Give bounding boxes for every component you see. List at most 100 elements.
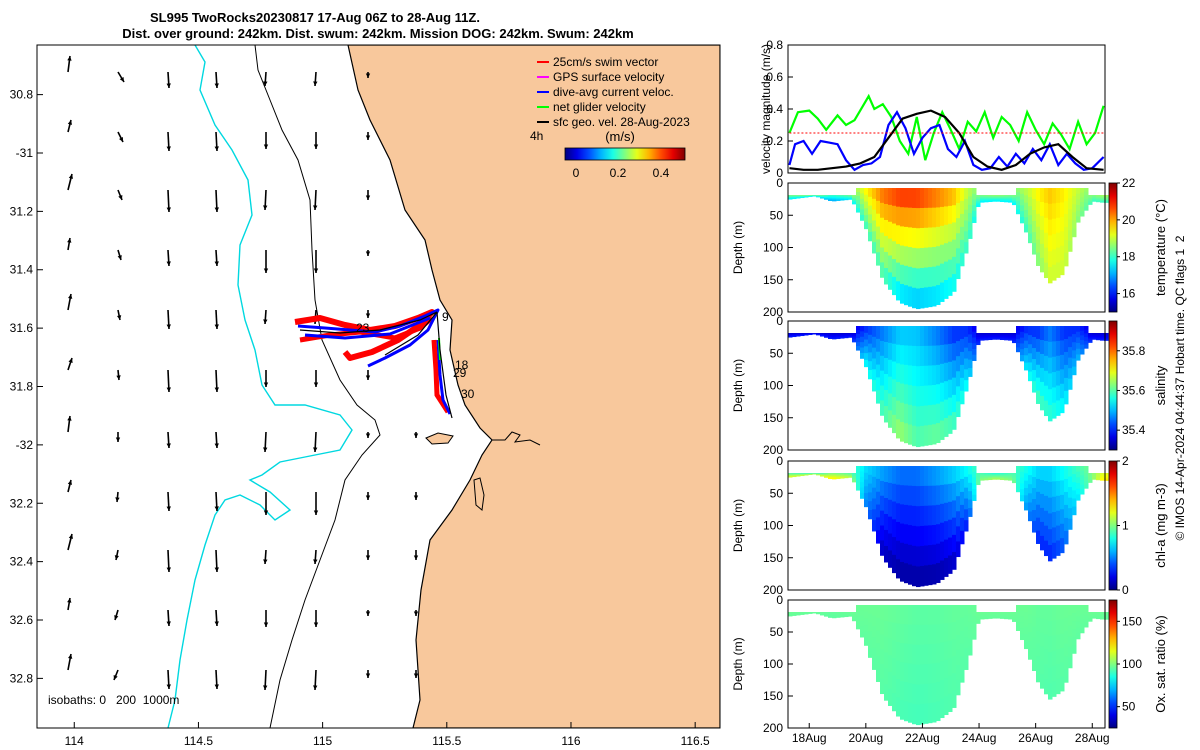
section-cell	[1092, 197, 1097, 199]
section-cell	[872, 188, 877, 200]
section-cell	[844, 473, 849, 476]
section-cell	[980, 473, 985, 475]
section-cell	[792, 195, 797, 197]
section-cell	[928, 267, 933, 288]
section-cell	[836, 614, 841, 617]
section-cell	[1064, 200, 1069, 215]
section-cell	[792, 335, 797, 338]
section-cell	[1044, 370, 1049, 387]
current-arrowhead	[114, 555, 120, 560]
section-cell	[968, 188, 973, 197]
section-cell	[1024, 466, 1029, 474]
section-cell	[788, 334, 793, 336]
section-cell	[872, 605, 877, 617]
section-cell	[968, 466, 973, 475]
section-cell	[788, 474, 793, 476]
section-cell	[796, 197, 801, 199]
section-cell	[1104, 476, 1109, 479]
section-cell	[924, 425, 929, 446]
section-ytick-label: 50	[770, 625, 784, 639]
section-cell	[952, 222, 957, 241]
section-cell	[908, 485, 913, 506]
section-cell	[1048, 267, 1053, 284]
section-cell	[1004, 334, 1009, 336]
section-cell	[928, 345, 933, 367]
velocity-ytick-label: 0	[776, 166, 783, 180]
section-cell	[900, 624, 905, 644]
section-cell	[1016, 205, 1021, 210]
section-cell	[964, 626, 969, 638]
section-cell	[960, 326, 965, 340]
track-label-4: 29	[453, 366, 467, 380]
section-ylabel: Depth (m)	[731, 359, 745, 412]
section-cell	[888, 326, 893, 344]
section-cell	[1032, 359, 1037, 371]
section-cell	[1028, 475, 1033, 485]
section-cell	[896, 623, 901, 643]
section-cell	[1092, 475, 1097, 477]
section-ylabel: Depth (m)	[731, 499, 745, 552]
section-cell	[824, 335, 829, 337]
section-cell	[1016, 617, 1021, 623]
section-cell	[968, 213, 973, 223]
section-cell	[1040, 395, 1045, 411]
section-cell	[848, 198, 853, 200]
section-cell	[1096, 333, 1101, 335]
section-cell	[900, 681, 905, 701]
section-cell	[888, 655, 893, 673]
current-arrowhead	[119, 137, 123, 142]
section-cell	[1096, 335, 1101, 337]
section-cell	[1072, 334, 1077, 343]
swim-vector-track-south	[431, 339, 451, 414]
section-cell	[960, 669, 965, 683]
section-cell	[1020, 633, 1025, 641]
section-cell	[1076, 494, 1081, 501]
current-arrowhead	[166, 567, 171, 572]
section-cell	[964, 220, 969, 232]
section-cell	[1008, 197, 1013, 200]
section-cell	[848, 196, 853, 198]
section-cell	[1036, 188, 1041, 202]
section-cell	[792, 613, 797, 615]
section-cell	[1068, 326, 1073, 338]
section-cell	[952, 639, 957, 657]
section-cell	[940, 605, 945, 625]
section-cell	[852, 612, 857, 614]
section-cell	[864, 605, 869, 613]
map-ytick-label: 31.6	[10, 321, 34, 335]
section-cell	[1044, 385, 1049, 402]
section-cell	[1036, 530, 1041, 544]
section-cell	[856, 620, 861, 626]
section-cell	[988, 336, 993, 338]
section-cell	[980, 198, 985, 201]
section-cell	[936, 345, 941, 366]
section-cell	[820, 473, 825, 475]
section-cell	[852, 197, 857, 200]
section-cell	[996, 199, 1001, 201]
section-ytick-label: 200	[763, 305, 783, 319]
section-cell	[1052, 234, 1057, 250]
section-cell	[948, 537, 953, 556]
section-cell	[1000, 476, 1005, 478]
section-cell	[932, 544, 937, 565]
section-cell	[908, 564, 913, 585]
section-cell	[796, 334, 801, 336]
section-cell	[884, 389, 889, 407]
section-cell	[912, 425, 917, 447]
section-cell	[1092, 617, 1097, 619]
section-cell	[864, 625, 869, 633]
section-cell	[944, 418, 949, 437]
map-xtick-label: 115	[313, 734, 332, 748]
current-arrowhead	[166, 83, 171, 88]
section-cell	[1020, 343, 1025, 350]
section-cell	[1084, 612, 1089, 617]
section-cell	[1032, 510, 1037, 522]
section-cell	[884, 235, 889, 253]
section-cell	[860, 605, 865, 611]
section-cell	[944, 539, 949, 559]
section-cell	[1000, 478, 1005, 481]
section-cell	[996, 476, 1001, 478]
section-cell	[932, 404, 937, 425]
section-cell	[1096, 477, 1101, 480]
section-cell	[1084, 473, 1089, 478]
